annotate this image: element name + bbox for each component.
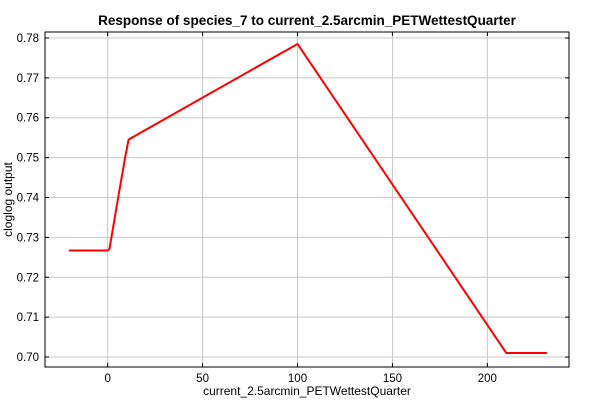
y-tick-label: 0.70 [17,352,39,364]
axis-ticks [45,32,569,367]
y-tick-label: 0.74 [17,193,40,205]
y-tick-label: 0.77 [17,73,39,85]
y-tick-label: 0.73 [17,232,39,244]
y-tick-label: 0.72 [17,272,39,284]
x-tick-label: 200 [478,373,497,385]
x-axis-tick-labels: 0 50 100 150 200 [104,373,497,385]
grid-lines [45,32,569,367]
y-tick-label: 0.71 [17,312,39,324]
y-tick-label: 0.78 [17,33,39,45]
y-axis-label: cloglog output [1,161,15,236]
y-tick-label: 0.75 [17,153,39,165]
x-axis-label: current_2.5arcmin_PETWettestQuarter [203,384,411,398]
series-layer [68,42,548,355]
y-tick-label: 0.76 [17,113,39,125]
x-tick-label: 150 [383,373,402,385]
x-tick-label: 0 [104,373,110,385]
y-axis-tick-labels: 0.70 0.71 0.72 0.73 0.74 0.75 0.76 0.77 0.78 [17,33,40,364]
x-tick-label: 50 [196,373,209,385]
chart-title: Response of species_7 to current_2.5arcm… [98,13,516,28]
plot-frame [44,31,570,368]
x-tick-label: 100 [288,373,307,385]
series-line [68,42,548,355]
